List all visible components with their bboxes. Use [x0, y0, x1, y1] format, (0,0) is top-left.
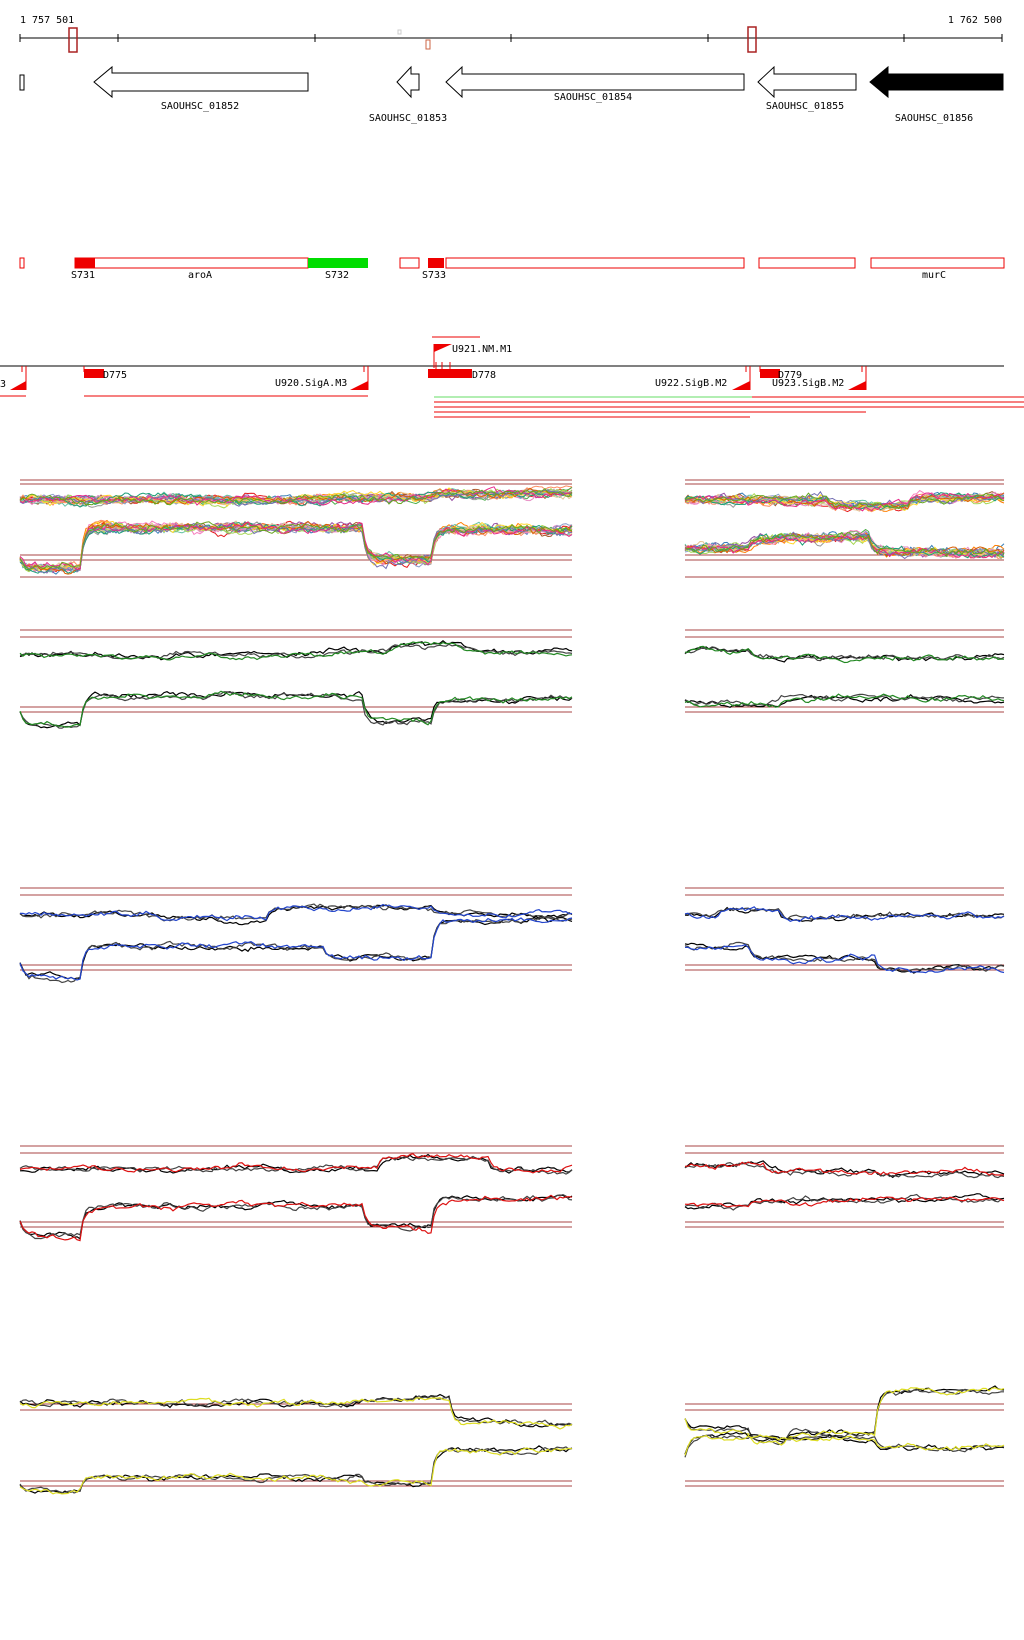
gene-label: SAOUHSC_01855	[766, 101, 844, 112]
expression-line	[684, 532, 1005, 557]
coordinate-axis: 1 757 501 1 762 500	[19, 15, 1003, 53]
expression-line	[19, 521, 573, 574]
gene-label: SAOUHSC_01852	[161, 101, 239, 112]
gene-arrow-01853[interactable]	[396, 65, 420, 99]
gene-label: SAOUHSC_01856	[895, 113, 973, 124]
expression-line	[684, 1434, 1005, 1458]
segment-label: S731	[71, 270, 95, 281]
expression-line	[19, 1194, 573, 1240]
expression-line	[19, 1153, 573, 1174]
expression-line	[684, 646, 1005, 662]
expression-line	[19, 903, 573, 922]
expression-line	[19, 917, 573, 981]
feature-label: D778	[472, 370, 496, 381]
expression-line	[19, 522, 573, 574]
expression-line	[19, 1393, 573, 1428]
gene-label: SAOUHSC_01854	[554, 92, 632, 103]
expression-line	[19, 490, 573, 506]
feature-label: D775	[103, 370, 127, 381]
feature-label: U920.SigA.M3	[275, 378, 347, 389]
expression-line	[684, 942, 1005, 974]
promoter-flags	[10, 344, 866, 390]
expression-line	[19, 916, 573, 984]
expression-line	[19, 690, 573, 728]
segment-label: aroA	[188, 270, 212, 281]
expression-line	[684, 1434, 1005, 1456]
expression-line	[684, 941, 1005, 972]
expression-panels	[19, 479, 1005, 1495]
gene-arrow-01852[interactable]	[93, 65, 309, 99]
segment-box[interactable]	[19, 257, 25, 269]
expression-line	[684, 693, 1005, 707]
expression-line	[684, 906, 1005, 923]
segment-fill-green	[308, 258, 368, 268]
feature-label: D779	[778, 370, 802, 381]
feature-label: 3	[0, 379, 6, 390]
axis-marker-box-small	[425, 39, 431, 50]
feature-brackets	[21, 344, 867, 390]
segment-fill-red	[75, 258, 95, 268]
segment-label: murC	[922, 270, 946, 281]
segment-label: S733	[422, 270, 446, 281]
expression-line	[19, 521, 573, 572]
expression-line	[684, 943, 1005, 974]
gene-arrow-01854[interactable]	[445, 65, 745, 99]
expression-line	[684, 693, 1005, 708]
expression-line	[19, 1395, 573, 1427]
expression-line	[684, 1193, 1005, 1211]
axis-marker-box	[68, 27, 78, 53]
expression-line	[684, 906, 1005, 922]
expression-line	[684, 534, 1005, 559]
expression-line	[684, 494, 1005, 512]
expression-line	[19, 520, 573, 575]
expression-line	[684, 1196, 1005, 1208]
axis-marker-box	[747, 26, 757, 53]
expression-line	[19, 1396, 573, 1430]
expression-line	[684, 907, 1005, 920]
feature-label: U923.SigB.M2	[772, 378, 844, 389]
expression-line	[684, 492, 1005, 509]
expression-line	[19, 488, 573, 506]
gene-arrow-01855[interactable]	[757, 65, 857, 99]
gene-track: SAOUHSC_01852 SAOUHSC_01853 SAOUHSC_0185…	[19, 65, 1004, 124]
segment-box[interactable]	[74, 257, 309, 269]
segment-box[interactable]	[445, 257, 745, 269]
expression-line	[19, 521, 573, 570]
segment-box[interactable]	[758, 257, 856, 269]
axis-start-label: 1 757 501	[20, 15, 74, 26]
segment-box[interactable]	[870, 257, 1005, 269]
segment-label: S732	[325, 270, 349, 281]
segment-track: S731 aroA S732 S733 murC	[19, 257, 1005, 281]
axis-marker-box-faint	[397, 29, 402, 35]
expression-line	[19, 643, 573, 660]
axis-ticks	[19, 34, 1003, 42]
expression-line	[684, 1387, 1005, 1446]
expression-line	[19, 641, 573, 661]
segment-fill-red	[428, 258, 444, 268]
expression-line	[19, 690, 573, 729]
expression-line	[684, 645, 1005, 664]
expression-line	[684, 492, 1005, 512]
expression-line	[19, 1447, 573, 1495]
axis-end-label: 1 762 500	[948, 15, 1002, 26]
feature-label: U921.NM.M1	[452, 344, 512, 355]
expression-line	[19, 1193, 573, 1240]
gene-label: SAOUHSC_01853	[369, 113, 447, 124]
expression-line	[19, 1194, 573, 1242]
feature-track: 3 D775 U920.SigA.M3 U921.NM.M1 D778 U922…	[0, 336, 1024, 418]
segment-box[interactable]	[399, 257, 420, 269]
gene-arrow-partial[interactable]	[19, 74, 25, 91]
feature-block[interactable]	[760, 369, 780, 378]
gene-arrow-01856[interactable]	[869, 65, 1004, 99]
feature-block[interactable]	[428, 369, 472, 378]
expression-line	[684, 1161, 1005, 1176]
feature-block[interactable]	[84, 369, 104, 378]
expression-line	[685, 532, 1005, 557]
feature-label: U922.SigB.M2	[655, 378, 727, 389]
expression-line	[684, 1385, 1005, 1443]
